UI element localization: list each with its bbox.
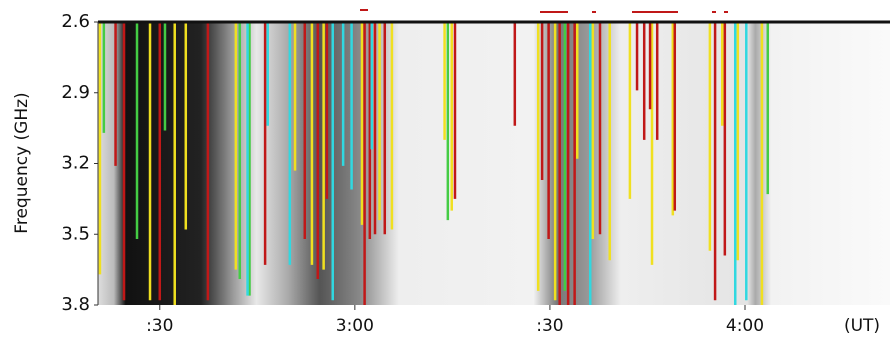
x-tick-label: :30 bbox=[146, 316, 173, 336]
y-axis-label: Frequency (GHz) bbox=[12, 92, 32, 233]
y-tick-label: 3.5 bbox=[61, 223, 90, 244]
x-tick-label: 4:00 bbox=[726, 316, 764, 336]
x-tick-label: 3:00 bbox=[336, 316, 374, 336]
spectrogram-background bbox=[98, 22, 890, 305]
top-markers bbox=[360, 9, 728, 13]
x-tick-label: :30 bbox=[536, 316, 563, 336]
y-tick-label: 2.6 bbox=[61, 11, 90, 32]
y-tick-label: 3.8 bbox=[61, 294, 90, 315]
x-axis-label: (UT) bbox=[844, 316, 880, 336]
y-tick-label: 2.9 bbox=[61, 82, 90, 103]
y-tick-label: 3.2 bbox=[61, 153, 90, 174]
